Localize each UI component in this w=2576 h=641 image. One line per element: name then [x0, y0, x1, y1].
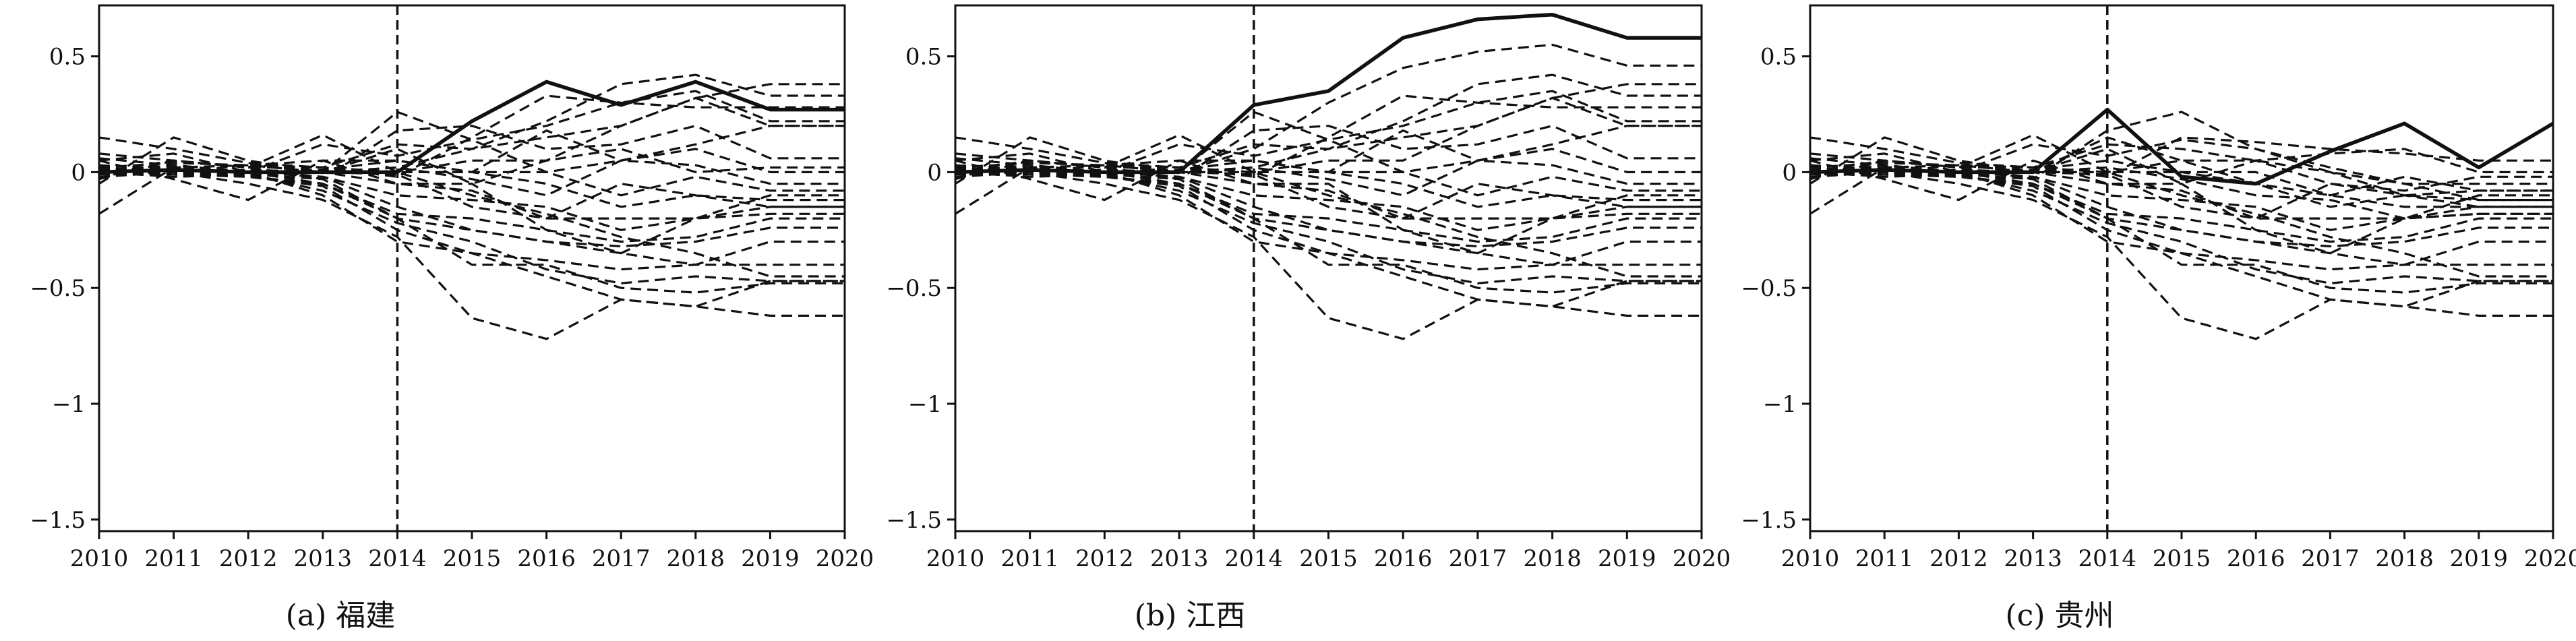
- control-series-line: [1810, 136, 2553, 197]
- x-tick-label: 2014: [2078, 545, 2137, 572]
- plot-frame: [98, 4, 846, 532]
- control-series-line: [1810, 136, 2553, 208]
- x-tick-label: 2012: [1075, 545, 1134, 572]
- x-tick-label: 2016: [1374, 545, 1433, 572]
- x-tick-label: 2015: [2153, 545, 2211, 572]
- control-series-line: [99, 94, 845, 178]
- control-series-line: [99, 166, 845, 231]
- chart-panel-1: 0.5 0 −0.5 −1 −1.5 2010 2011 2012 2013 2014 2015 20…: [30, 4, 874, 633]
- control-series-line: [955, 166, 1702, 231]
- panel-caption: (b) 江西: [1135, 599, 1245, 633]
- control-series-line: [955, 133, 1702, 278]
- control-series-line: [99, 96, 845, 169]
- control-series-line: [99, 133, 845, 278]
- control-series-line: [99, 171, 845, 284]
- control-series-line: [955, 111, 1702, 185]
- control-series-line: [955, 125, 1702, 173]
- control-series-line: [1810, 148, 2553, 215]
- control-series-line: [99, 125, 845, 173]
- x-tick-label: 2018: [667, 545, 725, 572]
- y-tick-label: 0: [927, 159, 942, 186]
- y-tick-label: 0.5: [1760, 44, 1797, 71]
- control-series-line: [1810, 133, 2553, 278]
- x-tick-label: 2020: [816, 545, 874, 572]
- control-series-line: [955, 43, 1702, 173]
- control-series-line: [99, 171, 845, 340]
- x-tick-label: 2017: [2301, 545, 2360, 572]
- x-tick-label: 2010: [70, 545, 129, 572]
- y-tick-label: −1: [908, 391, 942, 418]
- y-tick-label: 0.5: [905, 44, 942, 71]
- plot-area: [1810, 5, 2553, 531]
- x-tick-label: 2016: [2227, 545, 2285, 572]
- chart-panel-3: 0.5 0 −0.5 −1 −1.5 2010 2011 2012 2013 2014 2015 20…: [1741, 4, 2576, 633]
- x-tick-label: 2018: [2375, 545, 2434, 572]
- x-tick-label: 2011: [144, 545, 203, 572]
- control-series-line: [1810, 159, 2553, 255]
- y-tick-label: −1.5: [1741, 507, 1797, 534]
- plot-frame: [1809, 4, 2554, 532]
- y-tick-label: −1: [1763, 391, 1797, 418]
- control-series-line: [99, 73, 845, 173]
- treated-series-line: [1810, 107, 2553, 186]
- x-tick-label: 2019: [1598, 545, 1656, 572]
- x-tick-label: 2013: [294, 545, 353, 572]
- control-series-line: [1810, 148, 2553, 192]
- panel-caption: (c) 贵州: [2006, 599, 2114, 633]
- control-series-line: [955, 171, 1702, 284]
- chart-panel-2: 0.5 0 −0.5 −1 −1.5 2010 2011 2012 2013 2014 2015 20…: [886, 4, 1731, 633]
- control-series-line: [1810, 171, 2553, 340]
- y-tick-label: 0: [1782, 159, 1797, 186]
- x-tick-label: 2016: [517, 545, 576, 572]
- x-tick-label: 2012: [1929, 545, 1988, 572]
- control-series-line: [955, 96, 1702, 169]
- x-tick-label: 2015: [443, 545, 502, 572]
- control-series-line: [955, 159, 1702, 255]
- panel-caption: (a) 福建: [286, 599, 396, 633]
- x-tick-label: 2020: [2524, 545, 2576, 572]
- control-series-line: [99, 171, 845, 294]
- control-series-line: [1810, 171, 2553, 284]
- y-tick-label: −0.5: [30, 275, 86, 302]
- control-series-line: [955, 94, 1702, 178]
- control-series-line: [1810, 111, 2553, 202]
- control-series-line: [99, 159, 845, 255]
- x-tick-label: 2019: [741, 545, 800, 572]
- control-series-line: [99, 90, 845, 173]
- x-tick-label: 2011: [1855, 545, 1914, 572]
- x-tick-label: 2010: [926, 545, 985, 572]
- x-tick-label: 2013: [1150, 545, 1209, 572]
- treated-series-line: [955, 12, 1702, 175]
- y-tick-label: 0.5: [49, 44, 86, 71]
- y-tick-label: −0.5: [1741, 275, 1797, 302]
- control-series-line: [955, 171, 1702, 340]
- x-tick-label: 2013: [2004, 545, 2062, 572]
- x-tick-label: 2020: [1673, 545, 1731, 572]
- plot-frame: [954, 4, 1703, 532]
- control-series-line: [99, 111, 845, 185]
- x-tick-label: 2010: [1781, 545, 1840, 572]
- y-tick-label: −1.5: [30, 507, 86, 534]
- treated-series-line: [99, 80, 845, 175]
- y-tick-label: −1: [52, 391, 86, 418]
- x-tick-label: 2015: [1299, 545, 1358, 572]
- x-tick-label: 2017: [1449, 545, 1507, 572]
- x-tick-label: 2014: [368, 545, 427, 572]
- plot-area: [99, 5, 845, 531]
- x-tick-label: 2017: [592, 545, 651, 572]
- y-tick-label: −1.5: [886, 507, 942, 534]
- x-tick-label: 2012: [219, 545, 278, 572]
- x-tick-label: 2011: [1000, 545, 1059, 572]
- plot-area: [955, 5, 1702, 531]
- x-tick-label: 2019: [2450, 545, 2509, 572]
- y-tick-label: 0: [71, 159, 86, 186]
- y-tick-label: −0.5: [886, 275, 942, 302]
- control-series-line: [955, 171, 1702, 294]
- x-tick-label: 2018: [1523, 545, 1582, 572]
- control-series-line: [1810, 171, 2553, 294]
- x-tick-label: 2014: [1225, 545, 1284, 572]
